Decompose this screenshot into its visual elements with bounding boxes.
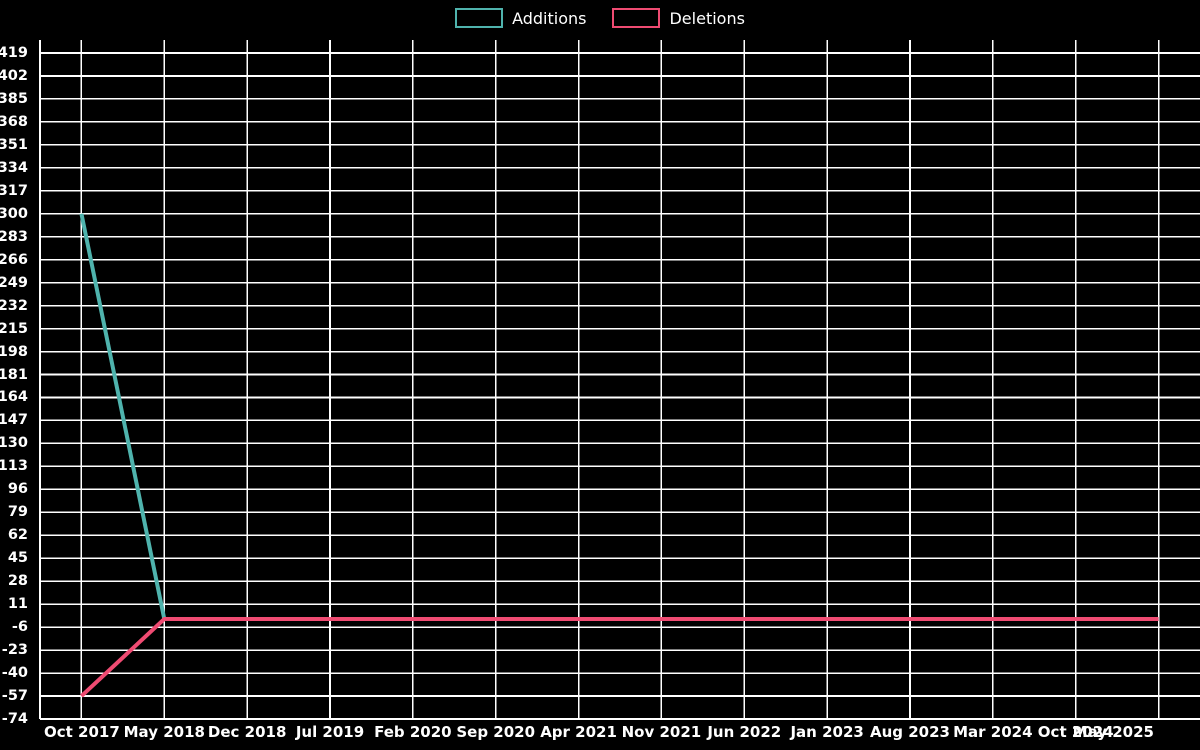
legend-label-deletions: Deletions [669, 8, 745, 28]
y-axis-tick-label: -74 [1, 711, 28, 727]
x-axis-tick-label: Feb 2020 [374, 723, 452, 741]
y-axis-tick-label: 11 [7, 596, 28, 613]
y-axis-tick-label: -23 [1, 642, 28, 659]
y-axis-tick-label: 164 [0, 389, 28, 406]
y-axis-tick-label: 232 [0, 297, 28, 314]
y-axis-tick-label: 351 [0, 136, 28, 153]
x-axis-tick-label: Jun 2022 [707, 723, 782, 741]
y-axis-tick-label: 130 [0, 435, 28, 452]
chart-legend: Additions Deletions [0, 0, 1200, 36]
x-axis-tick-label: Jan 2023 [790, 723, 864, 741]
plot-area [39, 40, 1200, 720]
data-series-layer [79, 213, 1159, 698]
y-axis-tick-label: -40 [1, 665, 28, 682]
legend-item-additions[interactable]: Additions [455, 8, 586, 28]
x-axis-tick-label: Oct 2017 [44, 723, 120, 741]
y-axis-tick-label: 62 [7, 527, 28, 544]
y-axis-tick-label: 402 [0, 67, 28, 84]
y-axis-tick-label: 283 [0, 228, 28, 245]
y-axis-tick-label: 198 [0, 343, 28, 360]
y-axis-tick-label: 113 [0, 458, 28, 475]
x-axis-tick-label: Oct 2024 [1037, 723, 1114, 741]
y-axis-tick-label: -57 [1, 688, 28, 705]
y-axis-tick-label: 334 [0, 159, 28, 176]
y-axis-tick-label: 147 [0, 412, 28, 429]
x-axis-tick-label: Apr 2021 [540, 723, 617, 741]
y-axis-tick-label: 266 [0, 251, 28, 268]
y-axis-tick-label: 300 [0, 205, 28, 222]
x-axis-tick-label: Sep 2020 [456, 723, 536, 741]
y-axis-tick-label: 249 [0, 274, 28, 291]
x-axis-tick-label: May 2025 [1072, 723, 1154, 741]
y-axis-tick-label: 215 [0, 320, 28, 337]
y-axis-tick-label: 96 [7, 481, 28, 498]
x-axis-tick-label: Jul 2019 [295, 723, 365, 741]
axis-lines [39, 40, 1200, 720]
y-axis-tick-label: 181 [0, 366, 28, 383]
x-axis-tick-label: Nov 2021 [621, 723, 702, 741]
legend-swatch-additions-icon [455, 8, 504, 28]
y-axis-tick-label: 385 [0, 90, 28, 107]
x-axis-tick-label: Mar 2024 [953, 723, 1033, 741]
grid-lines [40, 40, 1200, 720]
y-axis-tick-label: 317 [0, 182, 28, 199]
legend-swatch-deletions-icon [612, 8, 661, 28]
y-axis-tick-label: -6 [11, 619, 28, 636]
x-axis-tick-label: Aug 2023 [870, 723, 950, 741]
legend-item-deletions[interactable]: Deletions [612, 8, 745, 28]
legend-label-additions: Additions [512, 8, 587, 28]
x-axis-tick-label: May 2018 [123, 723, 205, 741]
y-axis-tick-label: 45 [7, 550, 28, 567]
x-axis-tick-label: Dec 2018 [207, 723, 287, 741]
y-axis-tick-label: 419 [0, 45, 28, 61]
x-axis-tick-labels: Oct 2017 May 2018 Dec 2018 Jul 2019 Feb 2020… [0, 723, 1200, 750]
y-axis-tick-label: 368 [0, 113, 28, 130]
y-axis-tick-label: 28 [7, 573, 28, 590]
y-axis-tick-labels: 419 402 385 368 351 334 317 300 283 266 249 232 215 1… [0, 40, 1200, 727]
y-axis-tick-label: 79 [7, 504, 28, 521]
